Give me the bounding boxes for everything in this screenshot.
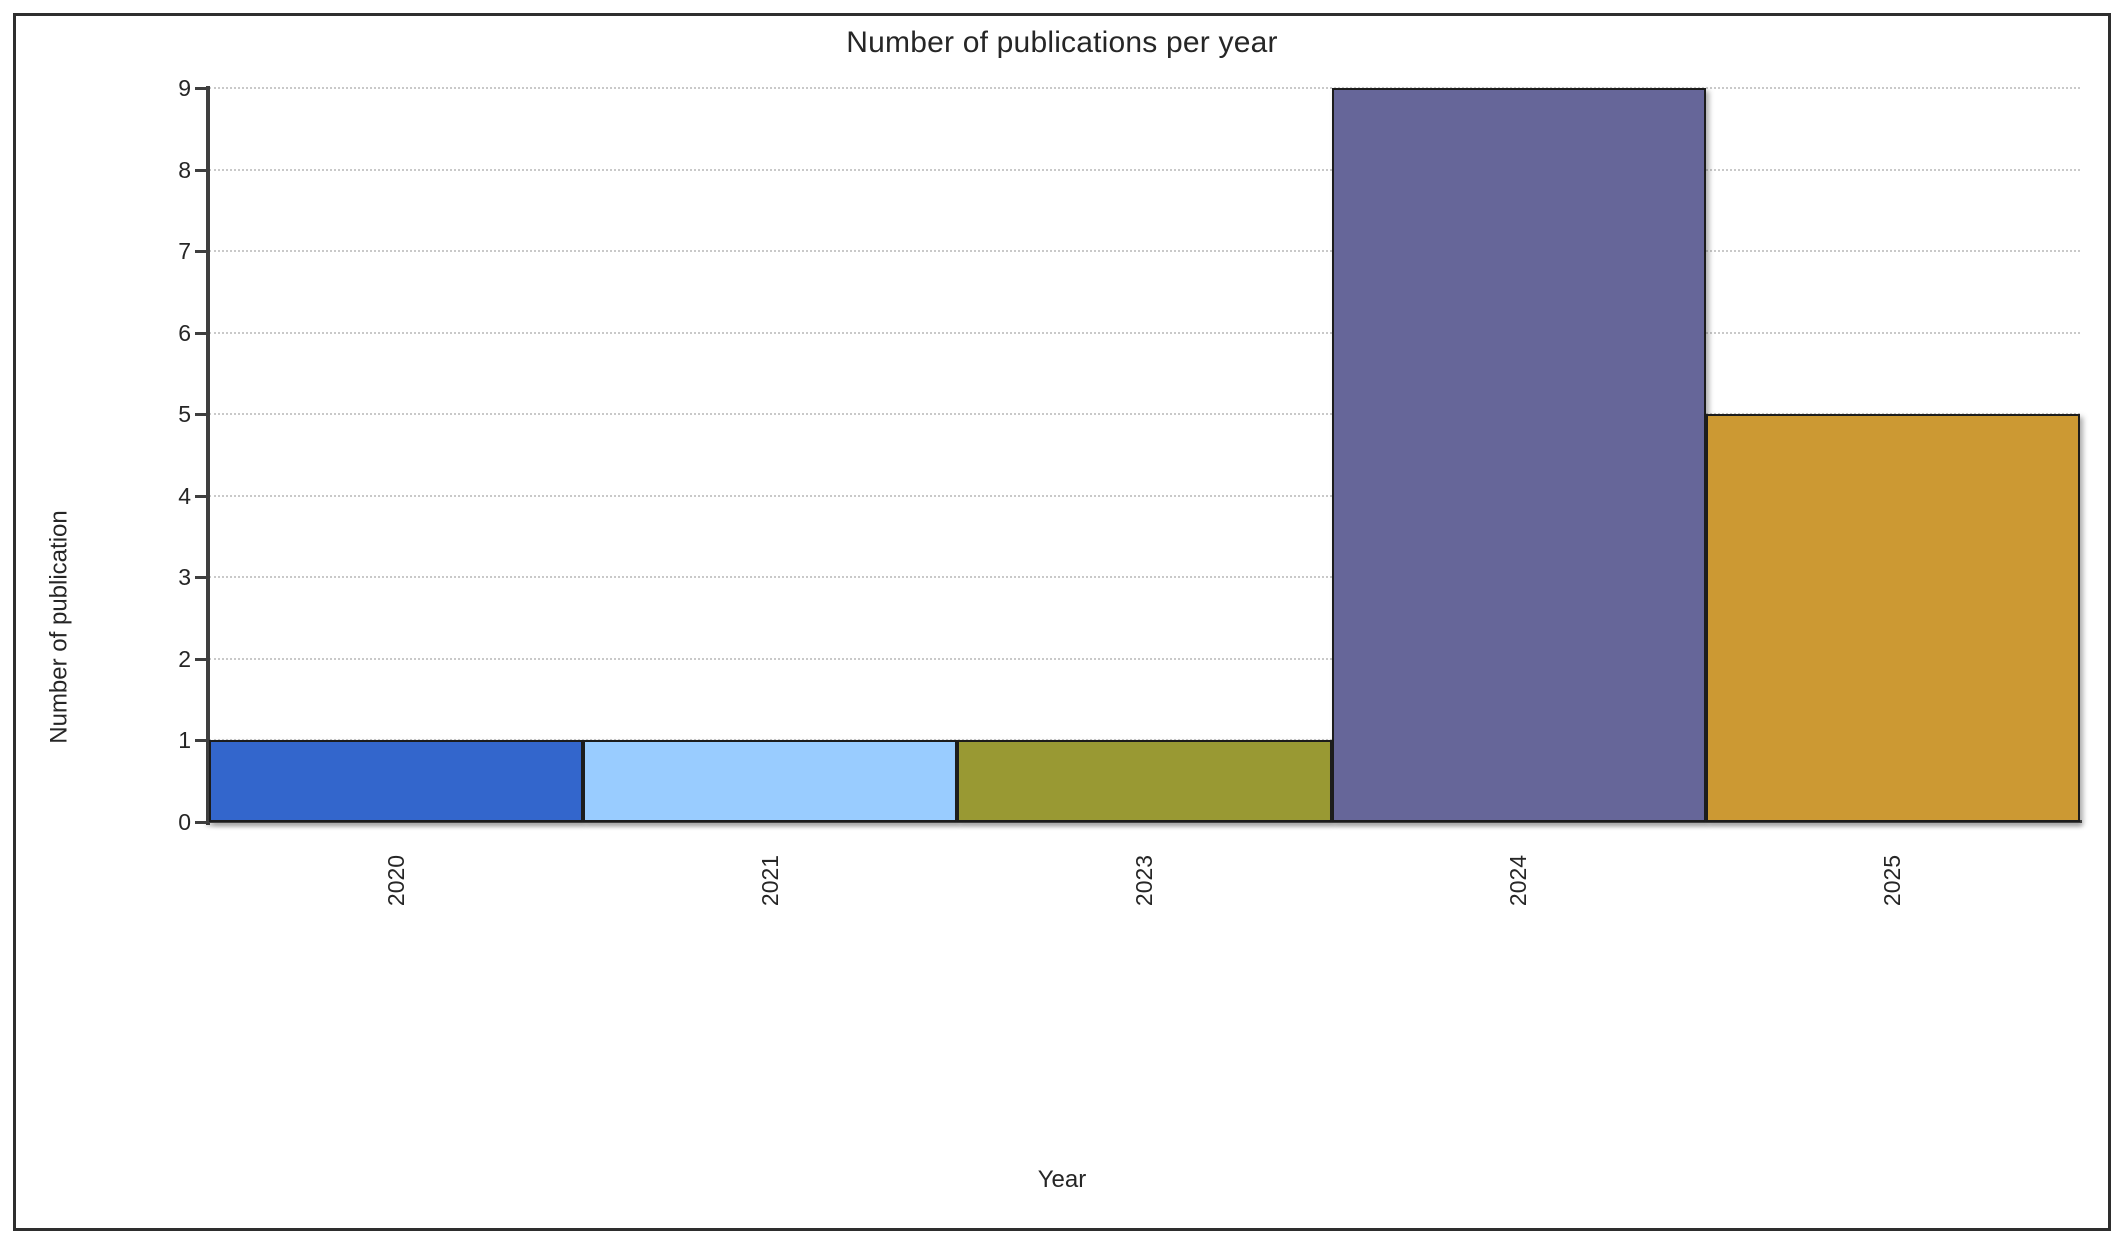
x-tick-wrap-2024: 2024 <box>1469 840 1569 920</box>
y-tick-label-8: 8 <box>178 156 191 183</box>
y-tick-mark-2 <box>195 657 206 661</box>
bar-2020 <box>209 740 584 822</box>
y-tick-mark-1 <box>195 739 206 743</box>
y-tick-mark-3 <box>195 576 206 580</box>
y-tick-mark-4 <box>195 494 206 498</box>
bar-2021 <box>583 740 958 822</box>
y-tick-mark-6 <box>195 331 206 335</box>
y-tick-label-6: 6 <box>178 319 191 346</box>
y-tick-label-0: 0 <box>178 809 191 835</box>
plot-area: 0 1 2 3 4 5 6 7 8 9 2020 2021 2023 2024 2025 <box>178 75 2082 906</box>
gridline-5 <box>209 413 2080 416</box>
y-tick-mark-5 <box>195 413 206 417</box>
y-tick-label-9: 9 <box>178 75 191 101</box>
chart-title: Number of publications per year <box>846 26 1278 59</box>
bar-2023 <box>957 740 1332 822</box>
x-tick-label-2023: 2023 <box>1130 854 1157 906</box>
gridline-9 <box>209 87 2080 89</box>
y-tick-mark-9 <box>195 87 206 90</box>
y-tick-label-1: 1 <box>178 727 191 754</box>
y-axis-line <box>206 86 210 825</box>
x-tick-wrap-2021: 2021 <box>720 840 820 920</box>
x-tick-label-2021: 2021 <box>756 854 783 906</box>
y-axis-title-wrap: Number of publication <box>10 427 110 827</box>
gridline-7 <box>209 250 2080 253</box>
y-tick-label-3: 3 <box>178 564 191 591</box>
gridline-2 <box>209 657 2080 660</box>
y-tick-label-5: 5 <box>178 401 191 428</box>
y-tick-mark-7 <box>195 250 206 254</box>
bar-2025 <box>1705 414 2080 822</box>
gridline-8 <box>209 168 2080 171</box>
x-tick-label-2020: 2020 <box>382 854 409 906</box>
y-tick-label-7: 7 <box>178 238 191 265</box>
x-tick-wrap-2023: 2023 <box>1095 840 1195 920</box>
y-axis-title: Number of publication <box>46 510 73 744</box>
x-tick-label-2025: 2025 <box>1879 854 1906 906</box>
x-tick-wrap-2020: 2020 <box>346 840 446 920</box>
x-tick-wrap-2025: 2025 <box>1843 840 1943 920</box>
gridline-3 <box>209 576 2080 579</box>
gridline-6 <box>209 331 2080 334</box>
y-tick-label-4: 4 <box>178 482 191 509</box>
x-tick-label-2024: 2024 <box>1505 854 1532 906</box>
bar-2024 <box>1331 88 1706 822</box>
y-tick-mark-0 <box>195 821 206 824</box>
y-tick-label-2: 2 <box>178 645 191 672</box>
gridline-4 <box>209 494 2080 497</box>
gridline-1 <box>209 739 2080 742</box>
x-axis-title: Year <box>1037 1166 1087 1193</box>
y-tick-mark-8 <box>195 168 206 172</box>
